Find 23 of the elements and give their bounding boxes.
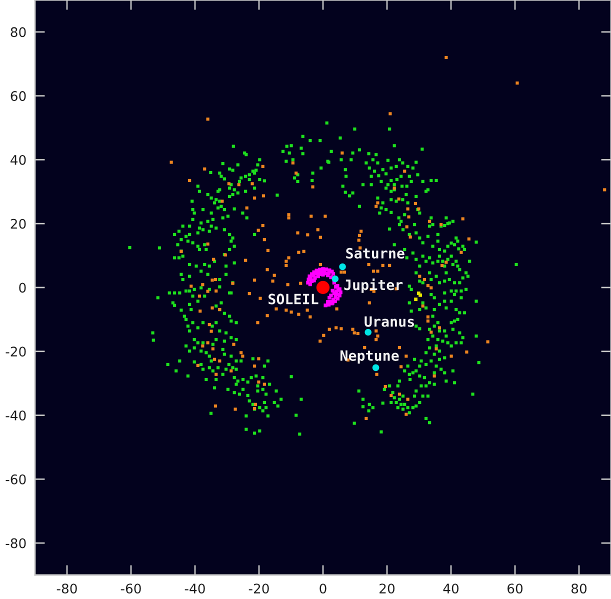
y-tick-label: 80 [10,27,26,38]
y-tick-label: -20 [6,346,26,357]
y-tick-label: 40 [10,154,26,165]
annotation: Saturne [346,248,404,259]
y-tick-label: 0 [19,282,26,293]
y-tick-label: -40 [6,410,26,420]
x-tick-label: 40 [443,584,459,594]
y-tick-label: 20 [10,218,26,229]
y-tick-label: -60 [6,474,26,484]
annotation: Uranus [364,316,414,327]
annotation: SOLEIL [268,294,318,304]
annotation: Neptune [340,350,399,364]
x-tick-label: -40 [184,584,205,594]
y-tick-label: 60 [10,91,26,102]
x-tick-label: -60 [120,584,141,594]
x-tick-label: 60 [508,584,523,594]
y-tick-label: -80 [6,538,26,548]
x-tick-label: 0 [320,584,326,594]
x-tick-label: 20 [380,584,395,594]
x-tick-label: -20 [248,584,269,594]
x-tick-label: -80 [56,584,77,594]
annotation: Jupiter [344,278,403,293]
x-tick-label: 80 [572,584,587,594]
